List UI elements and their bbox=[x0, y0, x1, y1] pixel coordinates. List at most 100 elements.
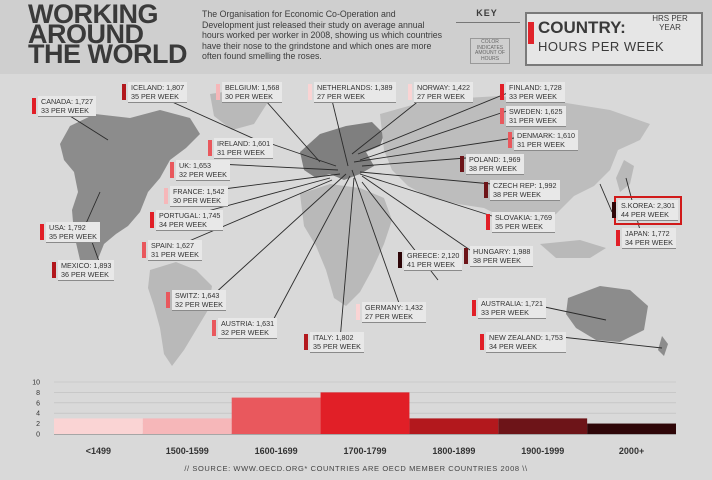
country-name-hours: CANADA: 1,727 bbox=[41, 97, 93, 106]
africa-shape bbox=[300, 184, 392, 306]
country-color-bar bbox=[398, 252, 402, 268]
country-label-greece: GREECE: 2,120 41 PER WEEK bbox=[398, 250, 463, 271]
histogram-bar-2 bbox=[231, 397, 321, 434]
country-hours: 1,627 bbox=[176, 241, 195, 250]
country-hours: 1,568 bbox=[261, 83, 280, 92]
country-color-bar bbox=[52, 262, 56, 278]
separator: : bbox=[539, 83, 544, 92]
country-label-switz: SWITZ: 1,643 32 PER WEEK bbox=[166, 290, 226, 311]
x-tick-label: 1700-1799 bbox=[343, 446, 386, 456]
country-hours: 1,893 bbox=[93, 261, 112, 270]
country-color-bar bbox=[208, 140, 212, 156]
separator: : bbox=[198, 211, 203, 220]
new-zealand-shape bbox=[658, 336, 668, 356]
country-week: 32 PER WEEK bbox=[179, 170, 227, 179]
country-hours: 1,432 bbox=[404, 303, 423, 312]
key-color-bar bbox=[528, 22, 534, 44]
country-week: 32 PER WEEK bbox=[175, 300, 223, 309]
australia-shape bbox=[566, 286, 648, 342]
country-week: 34 PER WEEK bbox=[159, 220, 207, 229]
country-label-ireland: IRELAND: 1,601 31 PER WEEK bbox=[208, 138, 274, 159]
country-label-japan: JAPAN: 1,772 34 PER WEEK bbox=[616, 228, 676, 249]
histogram-y-ticks: 0 2 4 6 8 10 bbox=[32, 380, 40, 439]
title-line: THE WORLD bbox=[28, 39, 187, 69]
country-name: CZECH REP bbox=[493, 181, 535, 190]
country-hours: 1,769 bbox=[534, 213, 553, 222]
country-name-hours: SWITZ: 1,643 bbox=[175, 291, 223, 300]
title-line: WORKING bbox=[28, 0, 158, 29]
histogram-bars bbox=[54, 392, 676, 434]
intro-text: The Organisation for Economic Co-Operati… bbox=[202, 9, 443, 62]
country-name-hours: CZECH REP: 1,992 bbox=[493, 181, 557, 190]
country-name-hours: POLAND: 1,969 bbox=[469, 155, 521, 164]
country-hours: 1,992 bbox=[538, 181, 557, 190]
country-label-belgium: BELGIUM: 1,568 30 PER WEEK bbox=[216, 82, 283, 103]
country-color-bar bbox=[166, 292, 170, 308]
country-hours: 1,643 bbox=[201, 291, 220, 300]
country-name: NEW ZEALAND bbox=[489, 333, 541, 342]
country-name-hours: DENMARK: 1,610 bbox=[517, 131, 575, 140]
country-week: 36 PER WEEK bbox=[61, 270, 109, 279]
separator: : bbox=[647, 229, 652, 238]
separator: : bbox=[370, 83, 375, 92]
country-name-hours: JAPAN: 1,772 bbox=[625, 229, 673, 238]
country-hours: 1,601 bbox=[252, 139, 271, 148]
country-color-bar bbox=[122, 84, 126, 100]
country-name: JAPAN bbox=[625, 229, 648, 238]
y-tick-label: 8 bbox=[36, 390, 40, 397]
title-line: AROUND bbox=[28, 19, 144, 49]
source-note: // SOURCE: WWW.OECD.ORG* COUNTRIES ARE O… bbox=[184, 464, 528, 473]
country-week: 33 PER WEEK bbox=[509, 92, 557, 101]
country-week: 44 PER WEEK bbox=[621, 210, 669, 219]
separator: : bbox=[552, 131, 557, 140]
country-label-czech: CZECH REP: 1,992 38 PER WEEK bbox=[484, 180, 560, 201]
histogram-bar-3 bbox=[320, 392, 410, 434]
country-name: AUSTRIA bbox=[221, 319, 253, 328]
world-map bbox=[60, 88, 668, 366]
country-week: 33 PER WEEK bbox=[481, 308, 529, 317]
country-name: NORWAY bbox=[417, 83, 449, 92]
country-week: 35 PER WEEK bbox=[49, 232, 97, 241]
south-america-shape bbox=[148, 262, 212, 366]
country-hours: 1,792 bbox=[67, 223, 86, 232]
country-name: GREECE bbox=[407, 251, 438, 260]
histogram-bar-1 bbox=[142, 418, 232, 434]
key-hrs-per-year: HRS PER YEAR bbox=[652, 14, 688, 32]
country-hours: 1,802 bbox=[335, 333, 354, 342]
country-hours: 1,610 bbox=[556, 131, 575, 140]
key-divider bbox=[456, 22, 520, 23]
country-name: GERMANY bbox=[365, 303, 401, 312]
country-week: 31 PER WEEK bbox=[509, 116, 557, 125]
country-week: 27 PER WEEK bbox=[365, 312, 413, 321]
country-name: ITALY bbox=[313, 333, 332, 342]
japan-shape bbox=[616, 160, 634, 192]
country-week: 31 PER WEEK bbox=[151, 250, 199, 259]
country-label-poland: POLAND: 1,969 38 PER WEEK bbox=[460, 154, 524, 175]
country-week: 38 PER WEEK bbox=[473, 256, 521, 265]
country-color-bar bbox=[486, 214, 490, 230]
country-name: PORTUGAL bbox=[159, 211, 199, 220]
country-color-bar bbox=[616, 230, 620, 246]
histogram-bar-0 bbox=[54, 418, 143, 434]
country-label-slovakia: SLOVAKIA: 1,769 35 PER WEEK bbox=[486, 212, 556, 233]
histogram: 0 2 4 6 8 10 <1499 1500-1599 1600-1699 1700-1799… bbox=[32, 380, 676, 456]
country-hours: 2,301 bbox=[656, 201, 675, 210]
country-color-bar bbox=[32, 98, 36, 114]
country-hours: 2,120 bbox=[441, 251, 460, 260]
country-week: 32 PER WEEK bbox=[221, 328, 269, 337]
separator: : bbox=[70, 97, 75, 106]
y-tick-label: 4 bbox=[36, 411, 40, 418]
country-name-hours: AUSTRIA: 1,631 bbox=[221, 319, 274, 328]
country-name: NETHERLANDS bbox=[317, 83, 371, 92]
country-label-netherlands: NETHERLANDS: 1,389 27 PER WEEK bbox=[308, 82, 396, 103]
country-hours: 1,542 bbox=[206, 187, 225, 196]
country-color-bar bbox=[480, 334, 484, 350]
country-name: IRELAND bbox=[217, 139, 249, 148]
country-name: HUNGARY bbox=[473, 247, 509, 256]
country-label-finland: FINLAND: 1,728 33 PER WEEK bbox=[500, 82, 565, 103]
country-week: 34 PER WEEK bbox=[489, 342, 537, 351]
country-color-bar bbox=[308, 84, 312, 100]
key-note: COLOR INDICATES AMOUNT OF HOURS bbox=[470, 38, 510, 64]
country-label-usa: USA: 1,792 35 PER WEEK bbox=[40, 222, 100, 243]
